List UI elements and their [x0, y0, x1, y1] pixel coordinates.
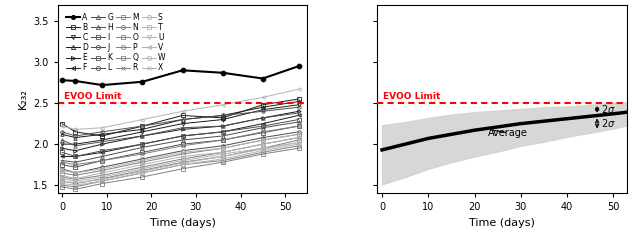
Text: EVOO Limit: EVOO Limit — [383, 92, 441, 101]
X-axis label: Time (days): Time (days) — [469, 218, 535, 228]
Text: Average: Average — [488, 128, 528, 138]
Text: $2\sigma$: $2\sigma$ — [601, 103, 616, 115]
Text: $2\sigma$: $2\sigma$ — [601, 117, 616, 130]
Legend: A, B, C, D, E, F, G, H, I, J, K, L, M, N, O, P, Q, R, S, T, U, V, W, X: A, B, C, D, E, F, G, H, I, J, K, L, M, N… — [64, 10, 168, 75]
Y-axis label: K₂₃₂: K₂₃₂ — [17, 89, 28, 110]
X-axis label: Time (days): Time (days) — [150, 218, 216, 228]
Text: EVOO Limit: EVOO Limit — [64, 92, 122, 101]
